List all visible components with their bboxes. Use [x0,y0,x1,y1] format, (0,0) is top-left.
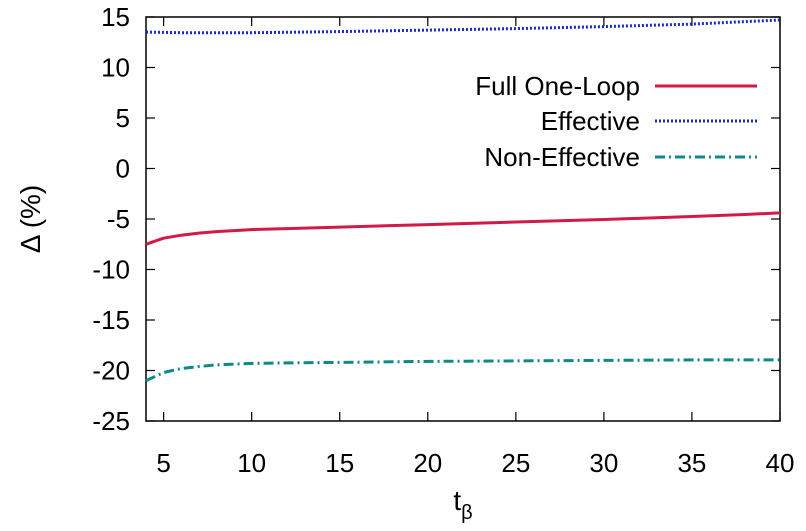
x-tick-label: 10 [237,448,266,478]
x-tick-label: 5 [156,448,170,478]
x-axis-title-subscript: β [461,502,473,524]
x-axis-title-main: t [453,485,461,516]
y-tick-label: -10 [92,255,130,285]
tick-labels: 5 10 15 20 25 30 35 40 -25 -20 -15 -10 -5 0 5 10 15 [92,2,794,478]
series-line [145,18,781,35]
x-tick-label: 25 [501,448,530,478]
x-axis-title: tβ [453,485,472,524]
x-tick-label: 15 [325,448,354,478]
legend: Full One-Loop Effective Non-Effective [475,71,757,172]
x-tick-label: 30 [589,448,618,478]
y-tick-label: -15 [92,305,130,335]
y-tick-label: -20 [92,356,130,386]
y-axis-title: Δ (%) [15,185,46,253]
legend-label: Effective [541,106,640,136]
x-tick-label: 35 [677,448,706,478]
series-line [145,211,781,246]
x-tick-label: 20 [413,448,442,478]
y-tick-label: 5 [116,103,130,133]
y-tick-label: 15 [101,2,130,32]
y-tick-label: 0 [116,154,130,184]
series-lines [145,18,781,382]
legend-label: Non-Effective [484,142,640,172]
y-tick-label: 10 [101,53,130,83]
series-line [145,358,780,382]
axis-ticks [146,16,781,422]
y-tick-label: -5 [107,204,130,234]
legend-label: Full One-Loop [475,71,640,101]
x-tick-label: 40 [766,448,795,478]
y-tick-label: -25 [92,406,130,436]
